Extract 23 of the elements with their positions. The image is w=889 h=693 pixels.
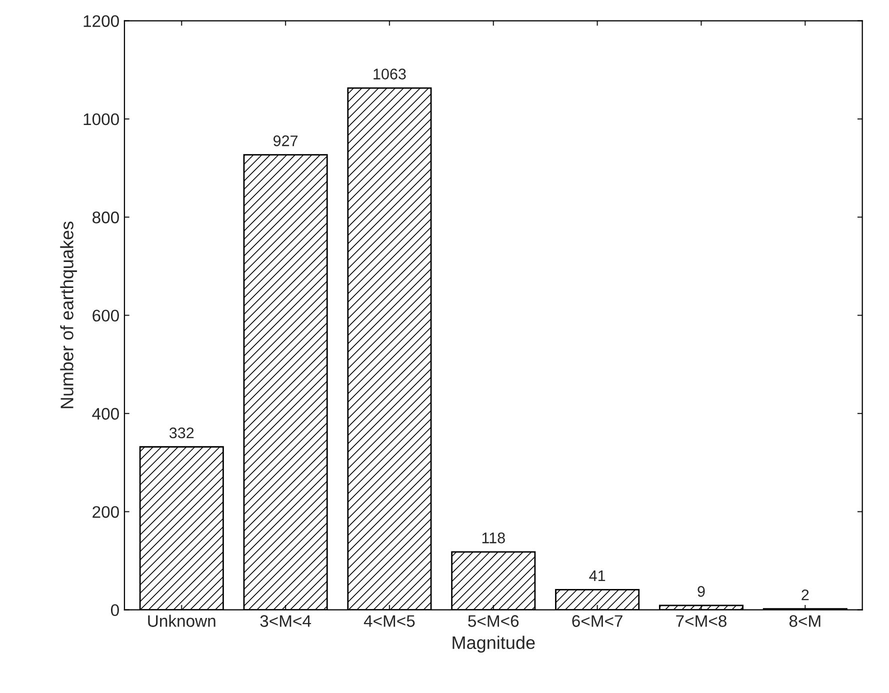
data-label: 9 xyxy=(698,586,705,597)
data-label: 927 xyxy=(274,135,298,146)
y-tick-label: 200 xyxy=(92,506,119,518)
data-label: 118 xyxy=(482,532,505,544)
y-axis-title: Number of earthquakes xyxy=(60,222,77,408)
y-tick-label: 0 xyxy=(110,604,119,616)
y-tick-label: 1000 xyxy=(84,113,119,126)
x-tick-label: 5<M<6 xyxy=(468,615,519,627)
y-tick-label: 800 xyxy=(92,212,119,224)
y-tick-label: 600 xyxy=(92,310,119,322)
y-tick-label: 400 xyxy=(92,408,119,420)
data-label: 41 xyxy=(589,570,606,581)
x-tick-label: 6<M<7 xyxy=(572,615,622,627)
data-label: 1063 xyxy=(374,68,406,80)
x-tick-label: 4<M<5 xyxy=(364,615,415,627)
x-tick-label: 3<M<4 xyxy=(260,615,311,627)
x-axis-title: Magnitude xyxy=(452,636,535,653)
x-tick-label: 8<M xyxy=(789,615,820,627)
y-tick-label: 1200 xyxy=(84,15,119,27)
x-tick-label: 7<M<8 xyxy=(676,615,726,627)
data-label: 2 xyxy=(802,589,809,600)
x-tick-label: Unknown xyxy=(148,614,216,627)
data-label: 332 xyxy=(169,427,194,438)
